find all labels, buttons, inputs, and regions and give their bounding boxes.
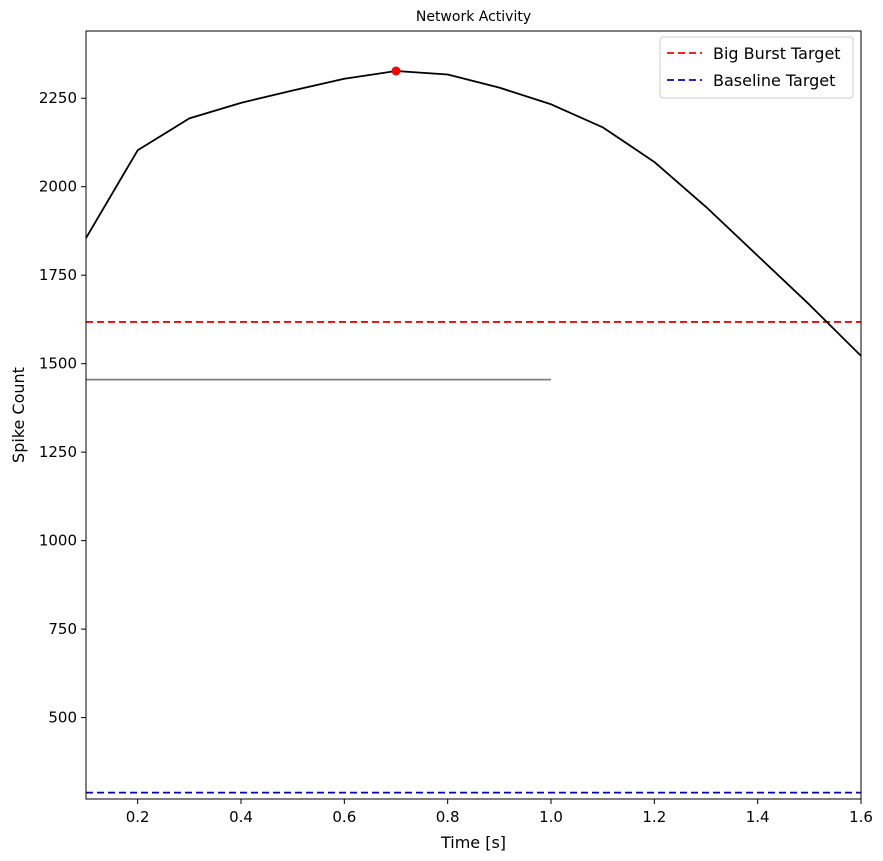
legend-box [659,36,854,99]
legend: Big Burst Target Baseline Target [659,36,854,99]
x-axis-label: Time [s] [440,833,506,852]
x-tick-label: 1.6 [849,808,873,826]
y-tick-label: 1250 [39,443,77,461]
peak-marker [391,66,401,76]
y-tick-label: 500 [48,709,77,727]
legend-label-big-burst: Big Burst Target [713,44,841,63]
x-axis-ticks: 0.2 0.4 0.6 0.8 1.0 1.2 1.4 1.6 [126,799,873,826]
x-tick-label: 1.0 [539,808,563,826]
legend-label-baseline: Baseline Target [713,71,835,90]
y-tick-label: 1000 [39,532,77,550]
target-lines [86,321,861,794]
plot-frame [85,30,862,800]
peak-layer [391,66,401,76]
y-tick-label: 2250 [39,89,77,107]
x-tick-label: 0.6 [332,808,356,826]
y-tick-label: 2000 [39,178,77,196]
x-tick-label: 1.2 [642,808,666,826]
y-axis-label: Spike Count [9,367,28,463]
y-tick-label: 750 [48,620,77,638]
chart-title: Network Activity [416,9,531,25]
series-line-activity [85,70,862,357]
x-tick-label: 0.8 [436,808,460,826]
y-tick-label: 1750 [39,266,77,284]
x-tick-label: 0.4 [229,808,253,826]
x-tick-label: 0.2 [126,808,150,826]
y-tick-label: 1500 [39,355,77,373]
series-layer [85,70,862,357]
y-axis-ticks: 500 750 1000 1250 1500 1750 2000 2250 [39,89,86,727]
x-tick-label: 1.4 [746,808,770,826]
